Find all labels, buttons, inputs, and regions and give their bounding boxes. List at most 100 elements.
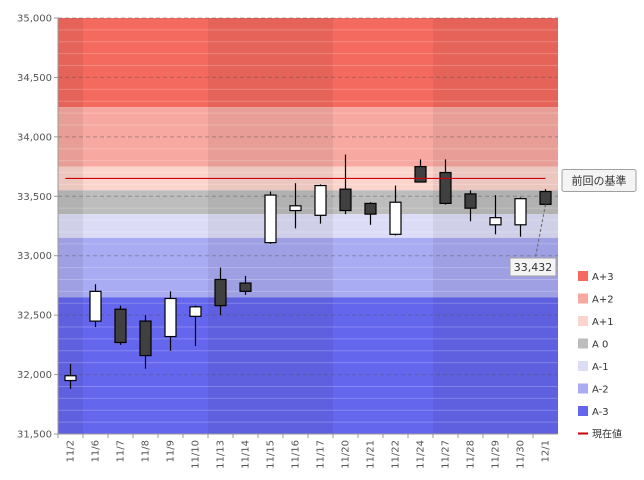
legend-swatch — [578, 406, 588, 416]
legend-swatch — [578, 293, 588, 304]
legend-item-0: A+3 — [578, 271, 614, 283]
band-5 — [58, 237, 558, 298]
candle-body — [164, 297, 177, 338]
x-axis: 11/2 11/6 11/7 11/8 11/9 11/10 11/13 11/14 11/15… — [57, 433, 558, 469]
x-tick-label-0: 11/2 — [66, 440, 77, 462]
candle-body — [264, 194, 277, 244]
candle-body — [214, 278, 227, 307]
y-tick-label-2: 32,500 — [17, 311, 52, 322]
candle-body — [189, 306, 202, 317]
x-tick-label-5: 11/10 — [191, 440, 202, 469]
candle-body — [464, 193, 477, 209]
candle-11/10 — [189, 305, 202, 347]
candle-body — [89, 290, 102, 322]
legend-label: 現在値 — [592, 428, 622, 441]
legend-item-2: A+1 — [578, 316, 614, 328]
legend-swatch — [578, 271, 588, 281]
legend: A+3 A+2 A+1 A 0 A-1 A-2 A-3 現在値 — [578, 271, 622, 441]
candle-body — [114, 308, 127, 344]
legend-item-5: A-2 — [578, 383, 609, 396]
legend-label: A 0 — [592, 340, 608, 351]
candles-layer — [64, 154, 552, 389]
y-tick-label-6: 34,500 — [17, 73, 52, 84]
reference-label: 前回の基準 — [572, 173, 627, 187]
x-tick-label-14: 11/24 — [416, 440, 427, 469]
y-tick-label-3: 33,000 — [17, 251, 52, 262]
legend-label: A+3 — [592, 272, 614, 283]
y-tick-label-5: 34,000 — [17, 132, 52, 143]
x-tick-label-6: 11/13 — [216, 440, 227, 469]
x-tick-label-1: 11/6 — [91, 440, 102, 462]
candle-body — [314, 184, 327, 216]
y-tick-label-1: 32,000 — [17, 370, 52, 381]
current-value-callout: 33,432 — [509, 204, 557, 277]
legend-label: A+2 — [592, 295, 614, 306]
candle-11/30 — [514, 197, 527, 237]
band-1 — [58, 107, 558, 167]
x-tick-label-8: 11/15 — [266, 440, 277, 469]
candle-body — [539, 190, 552, 205]
legend-item-1: A+2 — [578, 293, 614, 306]
legend-item-7: 現在値 — [578, 428, 622, 441]
y-axis: 31,500 32,000 32,500 33,000 33,500 34,000 34,5… — [17, 14, 59, 441]
x-tick-label-11: 11/20 — [341, 440, 352, 469]
x-tick-label-7: 11/14 — [241, 440, 252, 469]
legend-swatch — [578, 361, 588, 371]
x-tick-label-15: 11/27 — [441, 440, 452, 469]
band-4 — [58, 214, 558, 238]
legend-label: A-1 — [592, 362, 609, 373]
legend-label: A-3 — [592, 407, 609, 418]
x-tick-label-13: 11/22 — [391, 440, 402, 469]
candle-body — [389, 201, 402, 235]
legend-item-6: A-3 — [578, 406, 609, 418]
current-value-label: 33,432 — [514, 261, 553, 274]
legend-item-4: A-1 — [578, 361, 609, 373]
y-tick-label-0: 31,500 — [17, 430, 52, 441]
legend-swatch — [578, 338, 588, 349]
candle-11/29 — [489, 195, 502, 235]
band-6 — [58, 297, 558, 434]
candle-11/15 — [264, 191, 277, 244]
candle-11/7 — [114, 305, 127, 345]
candle-body — [364, 202, 377, 215]
candle-body — [489, 217, 502, 226]
candle-11/14 — [239, 275, 252, 295]
x-tick-label-17: 11/29 — [491, 440, 502, 469]
band-3 — [58, 190, 558, 215]
legend-item-3: A 0 — [578, 338, 608, 351]
candle-body — [514, 198, 527, 226]
x-tick-label-2: 11/7 — [116, 440, 127, 462]
candle-body — [239, 282, 252, 292]
candle-11/28 — [464, 190, 477, 222]
reference-line-layer: 前回の基準 — [65, 168, 637, 192]
candle-11/17 — [314, 184, 327, 224]
band-layer — [58, 18, 558, 434]
callout-leader — [534, 204, 546, 259]
candle-12/1 — [539, 189, 552, 206]
candle-11/22 — [389, 185, 402, 236]
candle-11/27 — [439, 159, 452, 205]
reference-label-box — [561, 168, 637, 192]
current-value-box — [509, 257, 557, 277]
x-tick-label-4: 11/9 — [166, 440, 177, 462]
y-tick-label-4: 33,500 — [17, 192, 52, 203]
legend-label: A+1 — [592, 317, 614, 328]
candle-11/13 — [214, 267, 227, 316]
x-tick-label-9: 11/16 — [291, 440, 302, 469]
candle-11/16 — [289, 183, 302, 229]
x-tick-label-3: 11/8 — [141, 440, 152, 462]
candle-body — [64, 375, 77, 382]
candle-11/8 — [139, 315, 152, 369]
grid-layer — [58, 17, 558, 435]
candle-11/6 — [89, 284, 102, 328]
x-tick-label-16: 11/28 — [466, 440, 477, 469]
candle-11/2 — [64, 363, 77, 389]
band-0 — [58, 18, 558, 108]
candle-11/20 — [339, 154, 352, 215]
y-tick-label-7: 35,000 — [17, 14, 52, 25]
x-tick-label-10: 11/17 — [316, 440, 327, 469]
candle-body — [139, 320, 152, 357]
candle-body — [439, 171, 452, 205]
x-tick-label-12: 11/21 — [366, 440, 377, 469]
